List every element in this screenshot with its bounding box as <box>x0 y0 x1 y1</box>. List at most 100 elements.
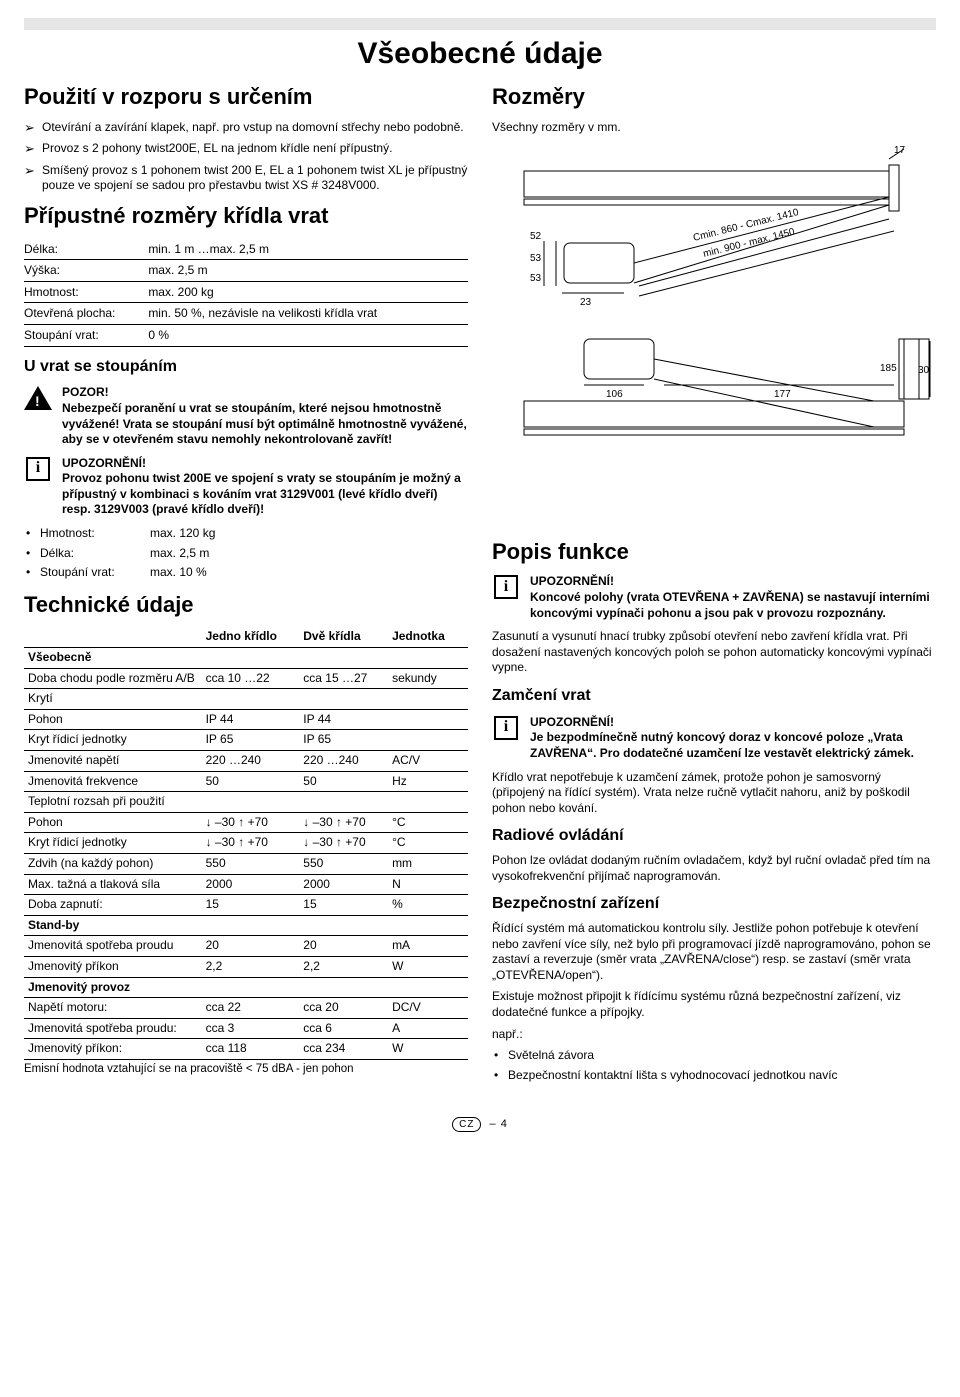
dim-label: 23 <box>580 297 592 308</box>
dim-label: 17 <box>894 145 906 156</box>
th: Jedno křídlo <box>202 627 300 647</box>
cell <box>388 730 468 751</box>
cell: Teplotní rozsah při použití <box>24 792 202 813</box>
safety-p2: Existuje možnost připojit k řídícímu sys… <box>492 989 936 1020</box>
info-icon: i <box>492 574 520 600</box>
dim-label: 185 <box>880 363 897 374</box>
cell: °C <box>388 812 468 833</box>
cell: IP 44 <box>299 709 388 730</box>
cell <box>388 689 468 710</box>
radio-heading: Radiové ovládání <box>492 826 936 847</box>
cell: cca 22 <box>202 998 300 1019</box>
func-heading: Popis funkce <box>492 538 936 567</box>
section-title: Stand-by <box>24 915 468 936</box>
info-text: Provoz pohonu twist 200E ve spojení s vr… <box>62 471 461 516</box>
tech-body: VšeobecněDoba chodu podle rozměru A/Bcca… <box>24 648 468 1060</box>
cell: Hz <box>388 771 468 792</box>
info-icon: i <box>24 456 52 482</box>
tech-heading: Technické údaje <box>24 591 468 620</box>
cell: cca 6 <box>299 1018 388 1039</box>
spec-value: max. 120 kg <box>150 526 215 542</box>
cell <box>202 792 300 813</box>
label: Hmotnost: <box>24 281 148 303</box>
value: min. 1 m …max. 2,5 m <box>148 239 468 260</box>
info-body: UPOZORNĚNÍ! Provoz pohonu twist 200E ve … <box>62 456 468 518</box>
two-column-layout: Použití v rozporu s určením Otevírání a … <box>24 79 936 1087</box>
cell: 2,2 <box>202 956 300 977</box>
lock-heading: Zamčení vrat <box>492 686 936 707</box>
cell: Jmenovitá spotřeba proudu: <box>24 1018 202 1039</box>
cell <box>202 689 300 710</box>
page-footer: CZ – 4 <box>24 1117 936 1132</box>
warning-body: POZOR! Nebezpečí poranění u vrat se stou… <box>62 385 468 447</box>
cell: Napětí motoru: <box>24 998 202 1019</box>
cell: Jmenovitý příkon <box>24 956 202 977</box>
cell: 550 <box>202 853 300 874</box>
dim-label: 53 <box>530 273 542 284</box>
title-bar <box>24 18 936 30</box>
leaf-dims-heading: Přípustné rozměry křídla vrat <box>24 202 468 231</box>
cell: W <box>388 1039 468 1060</box>
cell: cca 10 …22 <box>202 668 300 689</box>
cell: IP 65 <box>299 730 388 751</box>
cell: Kryt řídicí jednotky <box>24 833 202 854</box>
cell: 2000 <box>202 874 300 895</box>
cell: 15 <box>299 895 388 916</box>
cell: ↓ –30 ↑ +70 <box>299 812 388 833</box>
cell <box>299 689 388 710</box>
cell: 50 <box>299 771 388 792</box>
cell: 20 <box>299 936 388 957</box>
info-icon: i <box>492 715 520 741</box>
cell: Zdvih (na každý pohon) <box>24 853 202 874</box>
info-title: UPOZORNĚNÍ! <box>62 456 146 470</box>
cell <box>299 792 388 813</box>
cell: cca 3 <box>202 1018 300 1039</box>
cell: Jmenovitá spotřeba proudu <box>24 936 202 957</box>
cell: cca 234 <box>299 1039 388 1060</box>
footer-code: CZ <box>452 1117 481 1132</box>
dims-heading: Rozměry <box>492 83 936 112</box>
dimensions-diagram: 52 53 53 23 17 106 177 185 30 Cmin. 860 … <box>492 141 936 521</box>
cell: cca 20 <box>299 998 388 1019</box>
radio-para: Pohon lze ovládat dodaným ručním ovladač… <box>492 853 936 884</box>
spec-row: Délka:max. 2,5 m <box>24 546 468 562</box>
cell: ↓ –30 ↑ +70 <box>202 812 300 833</box>
info-note: i UPOZORNĚNÍ! Provoz pohonu twist 200E v… <box>24 456 468 518</box>
spec-row: Stoupání vrat:max. 10 % <box>24 565 468 581</box>
label: Délka: <box>24 239 148 260</box>
dims-note: Všechny rozměry v mm. <box>492 120 936 136</box>
cell: mm <box>388 853 468 874</box>
warning-icon <box>24 385 52 411</box>
warning-text: Nebezpečí poranění u vrat se stoupáním, … <box>62 401 467 446</box>
section-title: Jmenovitý provoz <box>24 977 468 998</box>
label: Stoupání vrat: <box>24 324 148 346</box>
th: Dvě křídla <box>299 627 388 647</box>
label: Výška: <box>24 260 148 282</box>
cell: % <box>388 895 468 916</box>
incline-heading: U vrat se stoupáním <box>24 357 468 378</box>
cell: N <box>388 874 468 895</box>
spec-value: max. 10 % <box>150 565 207 581</box>
dim-label: 177 <box>774 389 791 400</box>
spec-label: Hmotnost: <box>40 526 150 542</box>
cell: Jmenovité napětí <box>24 751 202 772</box>
dim-label: 52 <box>530 231 542 242</box>
cell: 2,2 <box>299 956 388 977</box>
value: min. 50 %, nezávisle na velikosti křídla… <box>148 303 468 325</box>
safety-p1: Řídící systém má automatickou kontrolu s… <box>492 921 936 983</box>
tech-table: Jedno křídlo Dvě křídla Jednotka Všeobec… <box>24 627 468 1059</box>
dim-label: 30 <box>918 365 930 376</box>
cell: DC/V <box>388 998 468 1019</box>
cell: 20 <box>202 936 300 957</box>
tech-footnote: Emisní hodnota vztahující se na pracoviš… <box>24 1062 468 1077</box>
cell: IP 65 <box>202 730 300 751</box>
cell: Pohon <box>24 812 202 833</box>
cell <box>388 709 468 730</box>
footer-page: – 4 <box>490 1118 508 1130</box>
cell: cca 15 …27 <box>299 668 388 689</box>
list-item: Provoz s 2 pohony twist200E, EL na jedno… <box>24 141 468 157</box>
value: max. 2,5 m <box>148 260 468 282</box>
info-note: i UPOZORNĚNÍ! Je bezpodmínečně nutný kon… <box>492 715 936 762</box>
cell: ↓ –30 ↑ +70 <box>299 833 388 854</box>
cell: mA <box>388 936 468 957</box>
